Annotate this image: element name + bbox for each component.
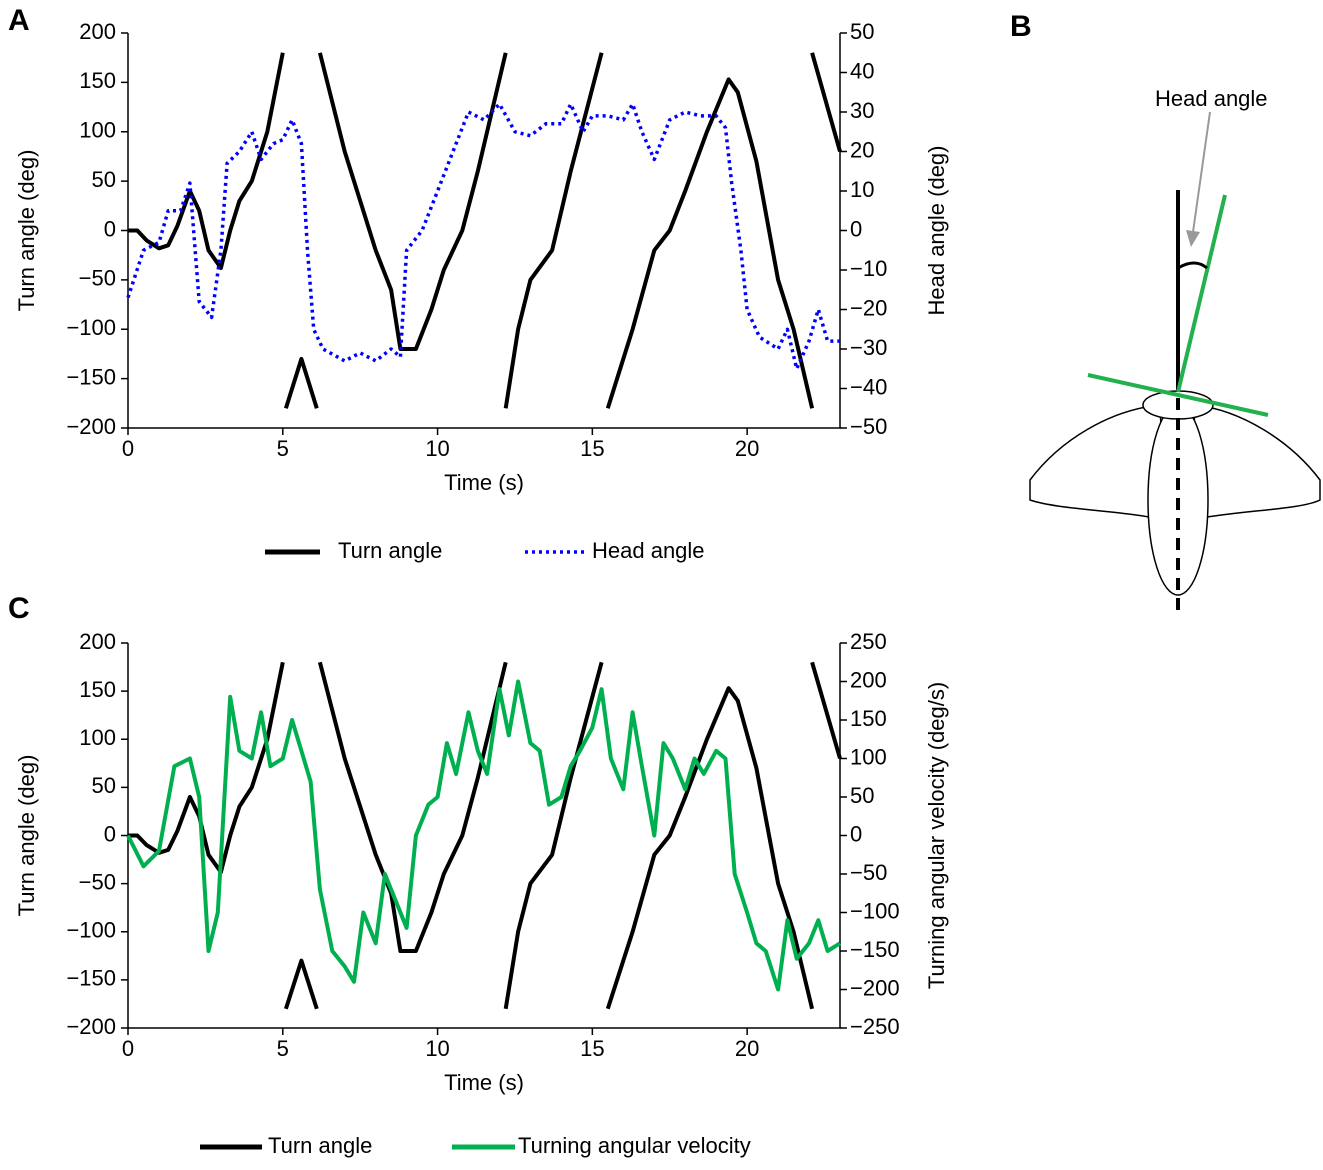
y-tick-label: −150 [66, 364, 116, 389]
y-tick-label: 0 [104, 821, 116, 846]
legend-label: Turn angle [268, 1133, 372, 1158]
panel-label: B [1010, 10, 1032, 43]
x-tick-label: 10 [425, 1036, 449, 1061]
y2-tick-label: −250 [850, 1014, 900, 1039]
y-tick-label: 100 [79, 725, 116, 750]
wing [1029, 404, 1166, 521]
series-line [128, 52, 842, 409]
y2-tick-label: 250 [850, 629, 887, 654]
x-tick-label: 15 [580, 436, 604, 461]
y2-tick-label: 50 [850, 783, 874, 808]
x-tick-label: 20 [735, 436, 759, 461]
y-axis-label: Turn angle (deg) [14, 755, 39, 917]
y2-tick-label: −30 [850, 335, 887, 360]
legend-label: Head angle [592, 538, 705, 563]
x-axis-label: Time (s) [444, 1070, 524, 1095]
legend-label: Turn angle [338, 538, 442, 563]
y2-tick-label: 30 [850, 98, 874, 123]
y2-tick-label: 10 [850, 177, 874, 202]
y2-tick-label: 50 [850, 19, 874, 44]
head-line [1087, 373, 1269, 417]
head-axis [1176, 194, 1227, 393]
y2-tick-label: −50 [850, 414, 887, 439]
wing [1189, 404, 1321, 521]
y2-tick-label: 40 [850, 58, 874, 83]
y2-tick-label: 0 [850, 821, 862, 846]
diagram-label: Head angle [1155, 86, 1268, 111]
arrow-head [1186, 230, 1200, 247]
legend-label: Turning angular velocity [518, 1133, 751, 1158]
y2-axis-label: Head angle (deg) [924, 145, 949, 315]
y2-tick-label: −200 [850, 975, 900, 1000]
y2-tick-label: 150 [850, 706, 887, 731]
y2-tick-label: −100 [850, 898, 900, 923]
y2-tick-label: 20 [850, 137, 874, 162]
y-tick-label: 200 [79, 629, 116, 654]
series-line [126, 102, 840, 371]
y2-tick-label: 0 [850, 216, 862, 241]
y2-axis-label: Turning angular velocity (deg/s) [924, 682, 949, 989]
y-tick-label: 200 [79, 19, 116, 44]
axes [127, 33, 841, 429]
y2-tick-label: −10 [850, 256, 887, 281]
y-tick-label: −200 [66, 414, 116, 439]
y2-tick-label: −150 [850, 937, 900, 962]
y-tick-label: −200 [66, 1014, 116, 1039]
x-tick-label: 10 [425, 436, 449, 461]
y2-tick-label: −40 [850, 374, 887, 399]
y2-tick-label: 200 [850, 667, 887, 692]
panel-label: A [8, 4, 30, 37]
x-axis-label: Time (s) [444, 470, 524, 495]
y-tick-label: 0 [104, 216, 116, 241]
angle-arc [1177, 261, 1208, 270]
y2-tick-label: −20 [850, 295, 887, 320]
x-tick-label: 0 [122, 1036, 134, 1061]
panel-label: C [8, 592, 30, 625]
y-tick-label: 50 [92, 167, 116, 192]
y-tick-label: 150 [79, 68, 116, 93]
y-axis-label: Turn angle (deg) [14, 150, 39, 312]
x-tick-label: 5 [277, 436, 289, 461]
y2-tick-label: 100 [850, 744, 887, 769]
series-line [126, 679, 842, 992]
x-tick-label: 15 [580, 1036, 604, 1061]
x-tick-label: 0 [122, 436, 134, 461]
y2-tick-label: −50 [850, 860, 887, 885]
x-tick-label: 5 [277, 1036, 289, 1061]
y-tick-label: −100 [66, 918, 116, 943]
y-tick-label: −50 [79, 869, 116, 894]
y-tick-label: 150 [79, 677, 116, 702]
x-tick-label: 20 [735, 1036, 759, 1061]
y-tick-label: −150 [66, 966, 116, 991]
arrow [1192, 111, 1211, 233]
moth-diagram: B Head angle [1010, 10, 1321, 610]
y-tick-label: −50 [79, 266, 116, 291]
y-tick-label: −100 [66, 315, 116, 340]
y-tick-label: 100 [79, 118, 116, 143]
y-tick-label: 50 [92, 773, 116, 798]
